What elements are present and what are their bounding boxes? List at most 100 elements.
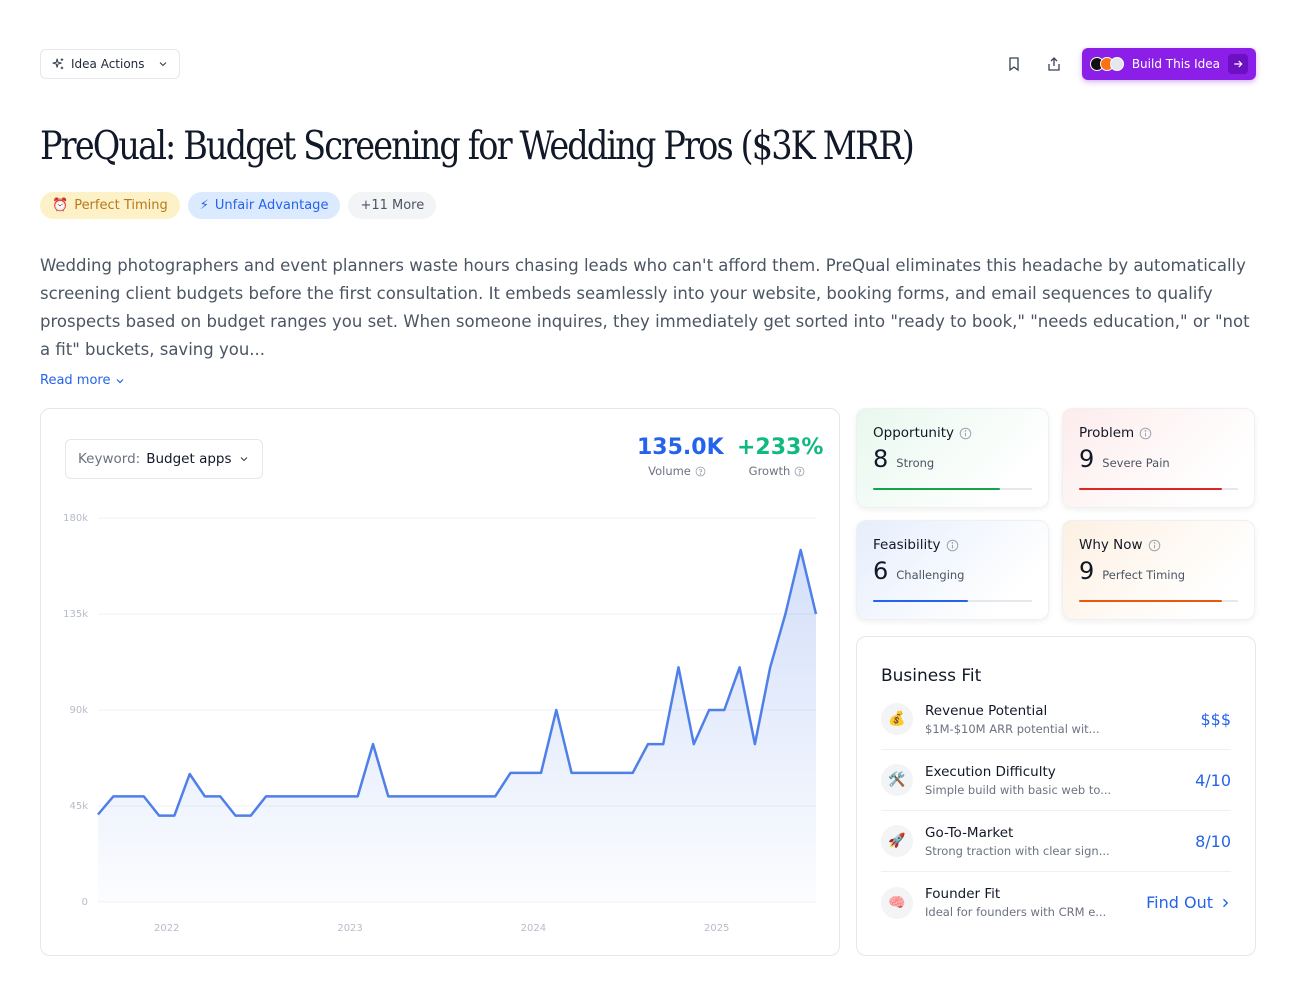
score-card-why-now[interactable]: Why Now 9 Perfect Timing bbox=[1062, 520, 1255, 620]
share-button[interactable] bbox=[1042, 52, 1066, 76]
score-bar bbox=[1079, 600, 1238, 602]
tag-label: +11 More bbox=[360, 198, 425, 213]
info-icon[interactable] bbox=[946, 539, 959, 552]
chart-line bbox=[97, 548, 818, 817]
page-title: PreQual: Budget Screening for Wedding Pr… bbox=[40, 124, 915, 169]
bookmark-button[interactable] bbox=[1002, 52, 1026, 76]
volume-value: 135.0K bbox=[637, 435, 724, 460]
alarm-clock-icon: ⏰ bbox=[52, 198, 69, 213]
tool-avatars bbox=[1089, 57, 1124, 71]
biz-row-desc: $1M-$10M ARR potential wit... bbox=[925, 721, 1100, 736]
chevron-right-icon bbox=[1223, 898, 1229, 907]
tools-icon: 🛠️ bbox=[881, 764, 913, 796]
share-icon bbox=[1048, 57, 1060, 71]
brain-icon: 🧠 bbox=[881, 886, 913, 919]
tag-list: ⏰ Perfect Timing ⚡ Unfair Advantage +11 … bbox=[40, 192, 437, 219]
score-label: Strong bbox=[896, 456, 935, 470]
tag-more[interactable]: +11 More bbox=[348, 192, 437, 219]
lightning-icon: ⚡ bbox=[199, 198, 209, 213]
business-fit-title: Business Fit bbox=[881, 666, 982, 686]
score-value: 9 bbox=[1079, 557, 1095, 585]
keyword-select[interactable]: Keyword: Budget apps bbox=[65, 439, 263, 479]
chevron-down-icon bbox=[159, 62, 166, 67]
y-tick-label: 90k bbox=[69, 705, 88, 716]
biz-row-go-to-market[interactable]: 🚀 Go-To-Market Strong traction with clear… bbox=[881, 811, 1231, 872]
tag-unfair-advantage[interactable]: ⚡ Unfair Advantage bbox=[187, 192, 341, 219]
biz-row-revenue[interactable]: 💰 Revenue Potential $1M-$10M ARR potentia… bbox=[881, 689, 1231, 750]
bookmark-icon bbox=[1009, 57, 1019, 72]
biz-row-value: 8/10 bbox=[1195, 831, 1231, 851]
money-bag-icon: 💰 bbox=[881, 703, 913, 735]
biz-row-value: 4/10 bbox=[1195, 770, 1231, 790]
biz-row-founder-fit[interactable]: 🧠 Founder Fit Ideal for founders with CRM… bbox=[881, 872, 1231, 933]
score-bar-fill bbox=[1079, 488, 1223, 490]
find-out-link[interactable]: Find Out bbox=[1146, 893, 1231, 912]
score-name: Why Now bbox=[1079, 537, 1143, 553]
x-tick-label: 2025 bbox=[704, 923, 729, 934]
y-tick-label: 45k bbox=[69, 801, 88, 812]
score-label: Challenging bbox=[896, 568, 965, 582]
business-fit-card: Business Fit 💰 Revenue Potential $1M-$10M… bbox=[856, 636, 1256, 956]
build-idea-button[interactable]: Build This Idea bbox=[1081, 48, 1256, 80]
trend-chart-card: 0 45k 90k 135k 180k 2022 2023 2024 2025 Keyword:… bbox=[40, 408, 840, 956]
x-tick-label: 2023 bbox=[337, 923, 362, 934]
score-card-feasibility[interactable]: Feasibility 6 Challenging bbox=[856, 520, 1049, 620]
idea-actions-label: Idea Actions bbox=[71, 57, 145, 71]
biz-row-title: Founder Fit bbox=[925, 886, 1001, 902]
biz-row-execution[interactable]: 🛠️ Execution Difficulty Simple build with… bbox=[881, 750, 1231, 811]
chart-area bbox=[98, 550, 816, 902]
score-bar-fill bbox=[873, 488, 1001, 490]
keyword-value: Budget apps bbox=[146, 451, 232, 467]
biz-row-title: Execution Difficulty bbox=[925, 763, 1056, 780]
volume-stat: 135.0K Volume bbox=[637, 435, 724, 478]
help-icon[interactable] bbox=[794, 466, 805, 477]
score-name: Feasibility bbox=[873, 537, 941, 553]
idea-description: Wedding photographers and event planners… bbox=[40, 256, 1250, 359]
info-icon[interactable] bbox=[1148, 539, 1161, 552]
score-label: Perfect Timing bbox=[1102, 568, 1186, 582]
trend-chart: 0 45k 90k 135k 180k 2022 2023 2024 2025 bbox=[63, 513, 818, 934]
score-bar-fill bbox=[1079, 600, 1223, 602]
y-tick-label: 135k bbox=[63, 609, 88, 620]
tool-avatar-icon bbox=[1109, 57, 1124, 71]
score-bar bbox=[1079, 488, 1238, 490]
tag-perfect-timing[interactable]: ⏰ Perfect Timing bbox=[40, 192, 180, 219]
arrow-right-icon bbox=[1228, 54, 1248, 74]
sparkle-icon bbox=[52, 58, 64, 70]
info-icon[interactable] bbox=[959, 427, 972, 440]
score-label: Severe Pain bbox=[1102, 456, 1170, 470]
score-value: 9 bbox=[1079, 445, 1095, 473]
volume-label: Volume bbox=[648, 464, 691, 478]
biz-row-desc: Ideal for founders with CRM e... bbox=[925, 905, 1107, 919]
keyword-label: Keyword: bbox=[78, 451, 141, 467]
growth-label: Growth bbox=[748, 464, 791, 478]
read-more-link[interactable]: Read more bbox=[40, 373, 126, 388]
score-bar bbox=[873, 600, 1032, 602]
biz-row-value: $$$ bbox=[1200, 709, 1231, 729]
read-more-label: Read more bbox=[40, 373, 111, 388]
score-value: 8 bbox=[873, 445, 889, 473]
score-bar-fill bbox=[873, 600, 969, 602]
chevron-down-icon bbox=[240, 457, 247, 462]
rocket-icon: 🚀 bbox=[881, 825, 913, 857]
score-name: Opportunity bbox=[873, 425, 955, 441]
score-bar bbox=[873, 488, 1032, 490]
score-card-opportunity[interactable]: Opportunity 8 Strong bbox=[856, 408, 1049, 508]
chevron-down-icon bbox=[117, 378, 124, 383]
biz-row-title: Revenue Potential bbox=[925, 702, 1048, 719]
x-tick-label: 2022 bbox=[154, 923, 179, 934]
biz-row-title: Go-To-Market bbox=[925, 824, 1014, 841]
biz-row-desc: Simple build with basic web to... bbox=[925, 782, 1112, 797]
find-out-label: Find Out bbox=[1146, 893, 1213, 912]
score-card-problem[interactable]: Problem 9 Severe Pain bbox=[1062, 408, 1255, 508]
y-tick-label: 180k bbox=[63, 513, 88, 524]
help-icon[interactable] bbox=[695, 466, 706, 477]
build-idea-label: Build This Idea bbox=[1131, 57, 1220, 71]
info-icon[interactable] bbox=[1139, 427, 1152, 440]
score-value: 6 bbox=[873, 557, 889, 585]
growth-value: +233% bbox=[737, 435, 824, 460]
idea-actions-dropdown[interactable]: Idea Actions bbox=[40, 49, 180, 79]
biz-row-desc: Strong traction with clear sign... bbox=[925, 843, 1110, 858]
score-name: Problem bbox=[1079, 425, 1135, 441]
tag-label: Unfair Advantage bbox=[214, 198, 329, 213]
